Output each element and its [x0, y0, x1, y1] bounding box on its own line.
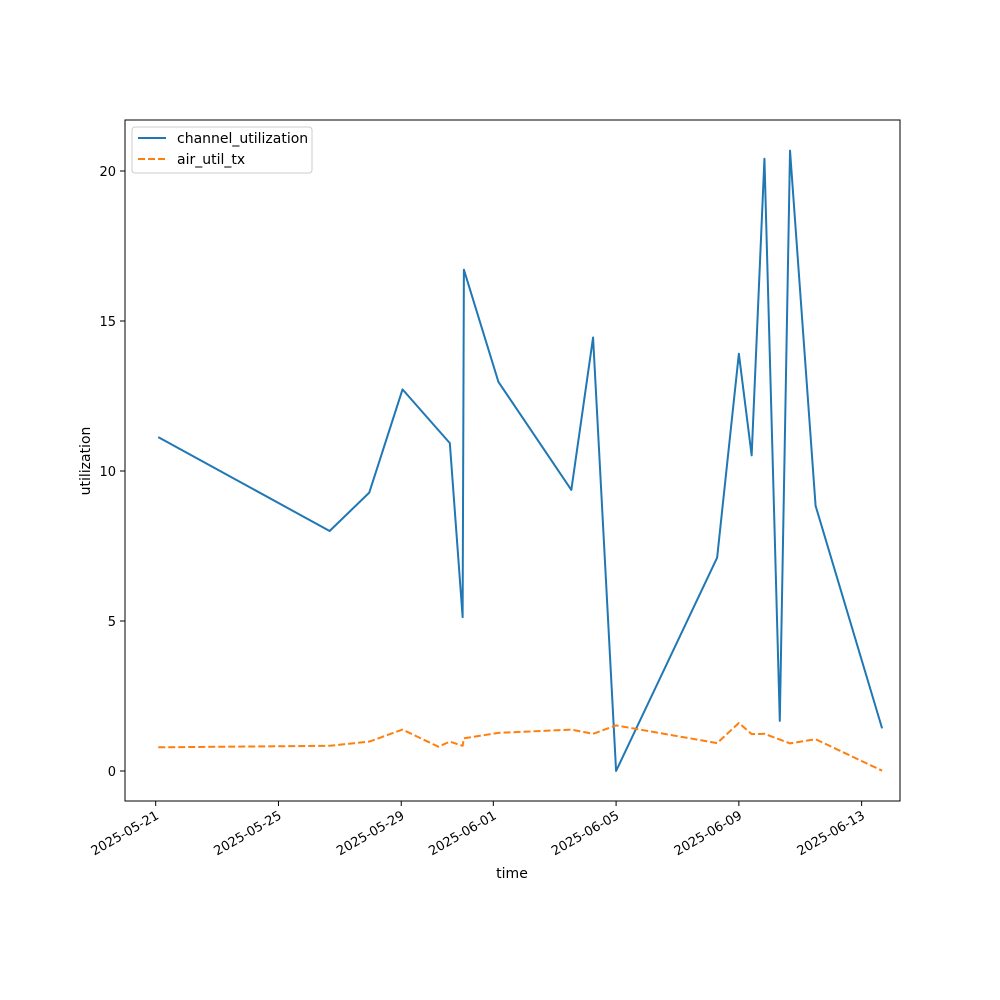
y-tick-label: 5 [108, 615, 116, 630]
x-tick-label: 2025-05-25 [212, 808, 285, 859]
y-tick-label: 15 [99, 315, 116, 330]
x-tick-label: 2025-05-29 [334, 808, 407, 859]
x-tick-label: 2025-06-01 [426, 808, 499, 859]
legend-label-channel-utilization: channel_utilization [177, 131, 308, 147]
series-line-channel-utilization [157, 149, 884, 772]
x-axis-label: time [496, 866, 528, 882]
x-axis: 2025-05-21 2025-05-25 2025-05-29 2025-06-01… [89, 801, 868, 859]
series-line-air-util-tx [158, 722, 883, 772]
x-tick-label: 2025-06-09 [672, 808, 745, 859]
y-axis-label: utilization [78, 427, 94, 496]
legend: channel_utilization air_util_tx [131, 126, 313, 174]
y-tick-label: 20 [99, 165, 116, 180]
y-tick-label: 0 [108, 765, 116, 780]
legend-label-air-util-tx: air_util_tx [177, 152, 245, 168]
plot-frame [124, 119, 901, 802]
x-tick-label: 2025-06-13 [795, 808, 868, 859]
legend-frame [131, 126, 313, 174]
x-tick-label: 2025-06-05 [549, 808, 622, 859]
x-tick-label: 2025-05-21 [89, 808, 162, 859]
y-axis: 0 5 10 15 20 [99, 165, 125, 780]
y-tick-label: 10 [99, 465, 116, 480]
plot-marks [157, 149, 884, 772]
